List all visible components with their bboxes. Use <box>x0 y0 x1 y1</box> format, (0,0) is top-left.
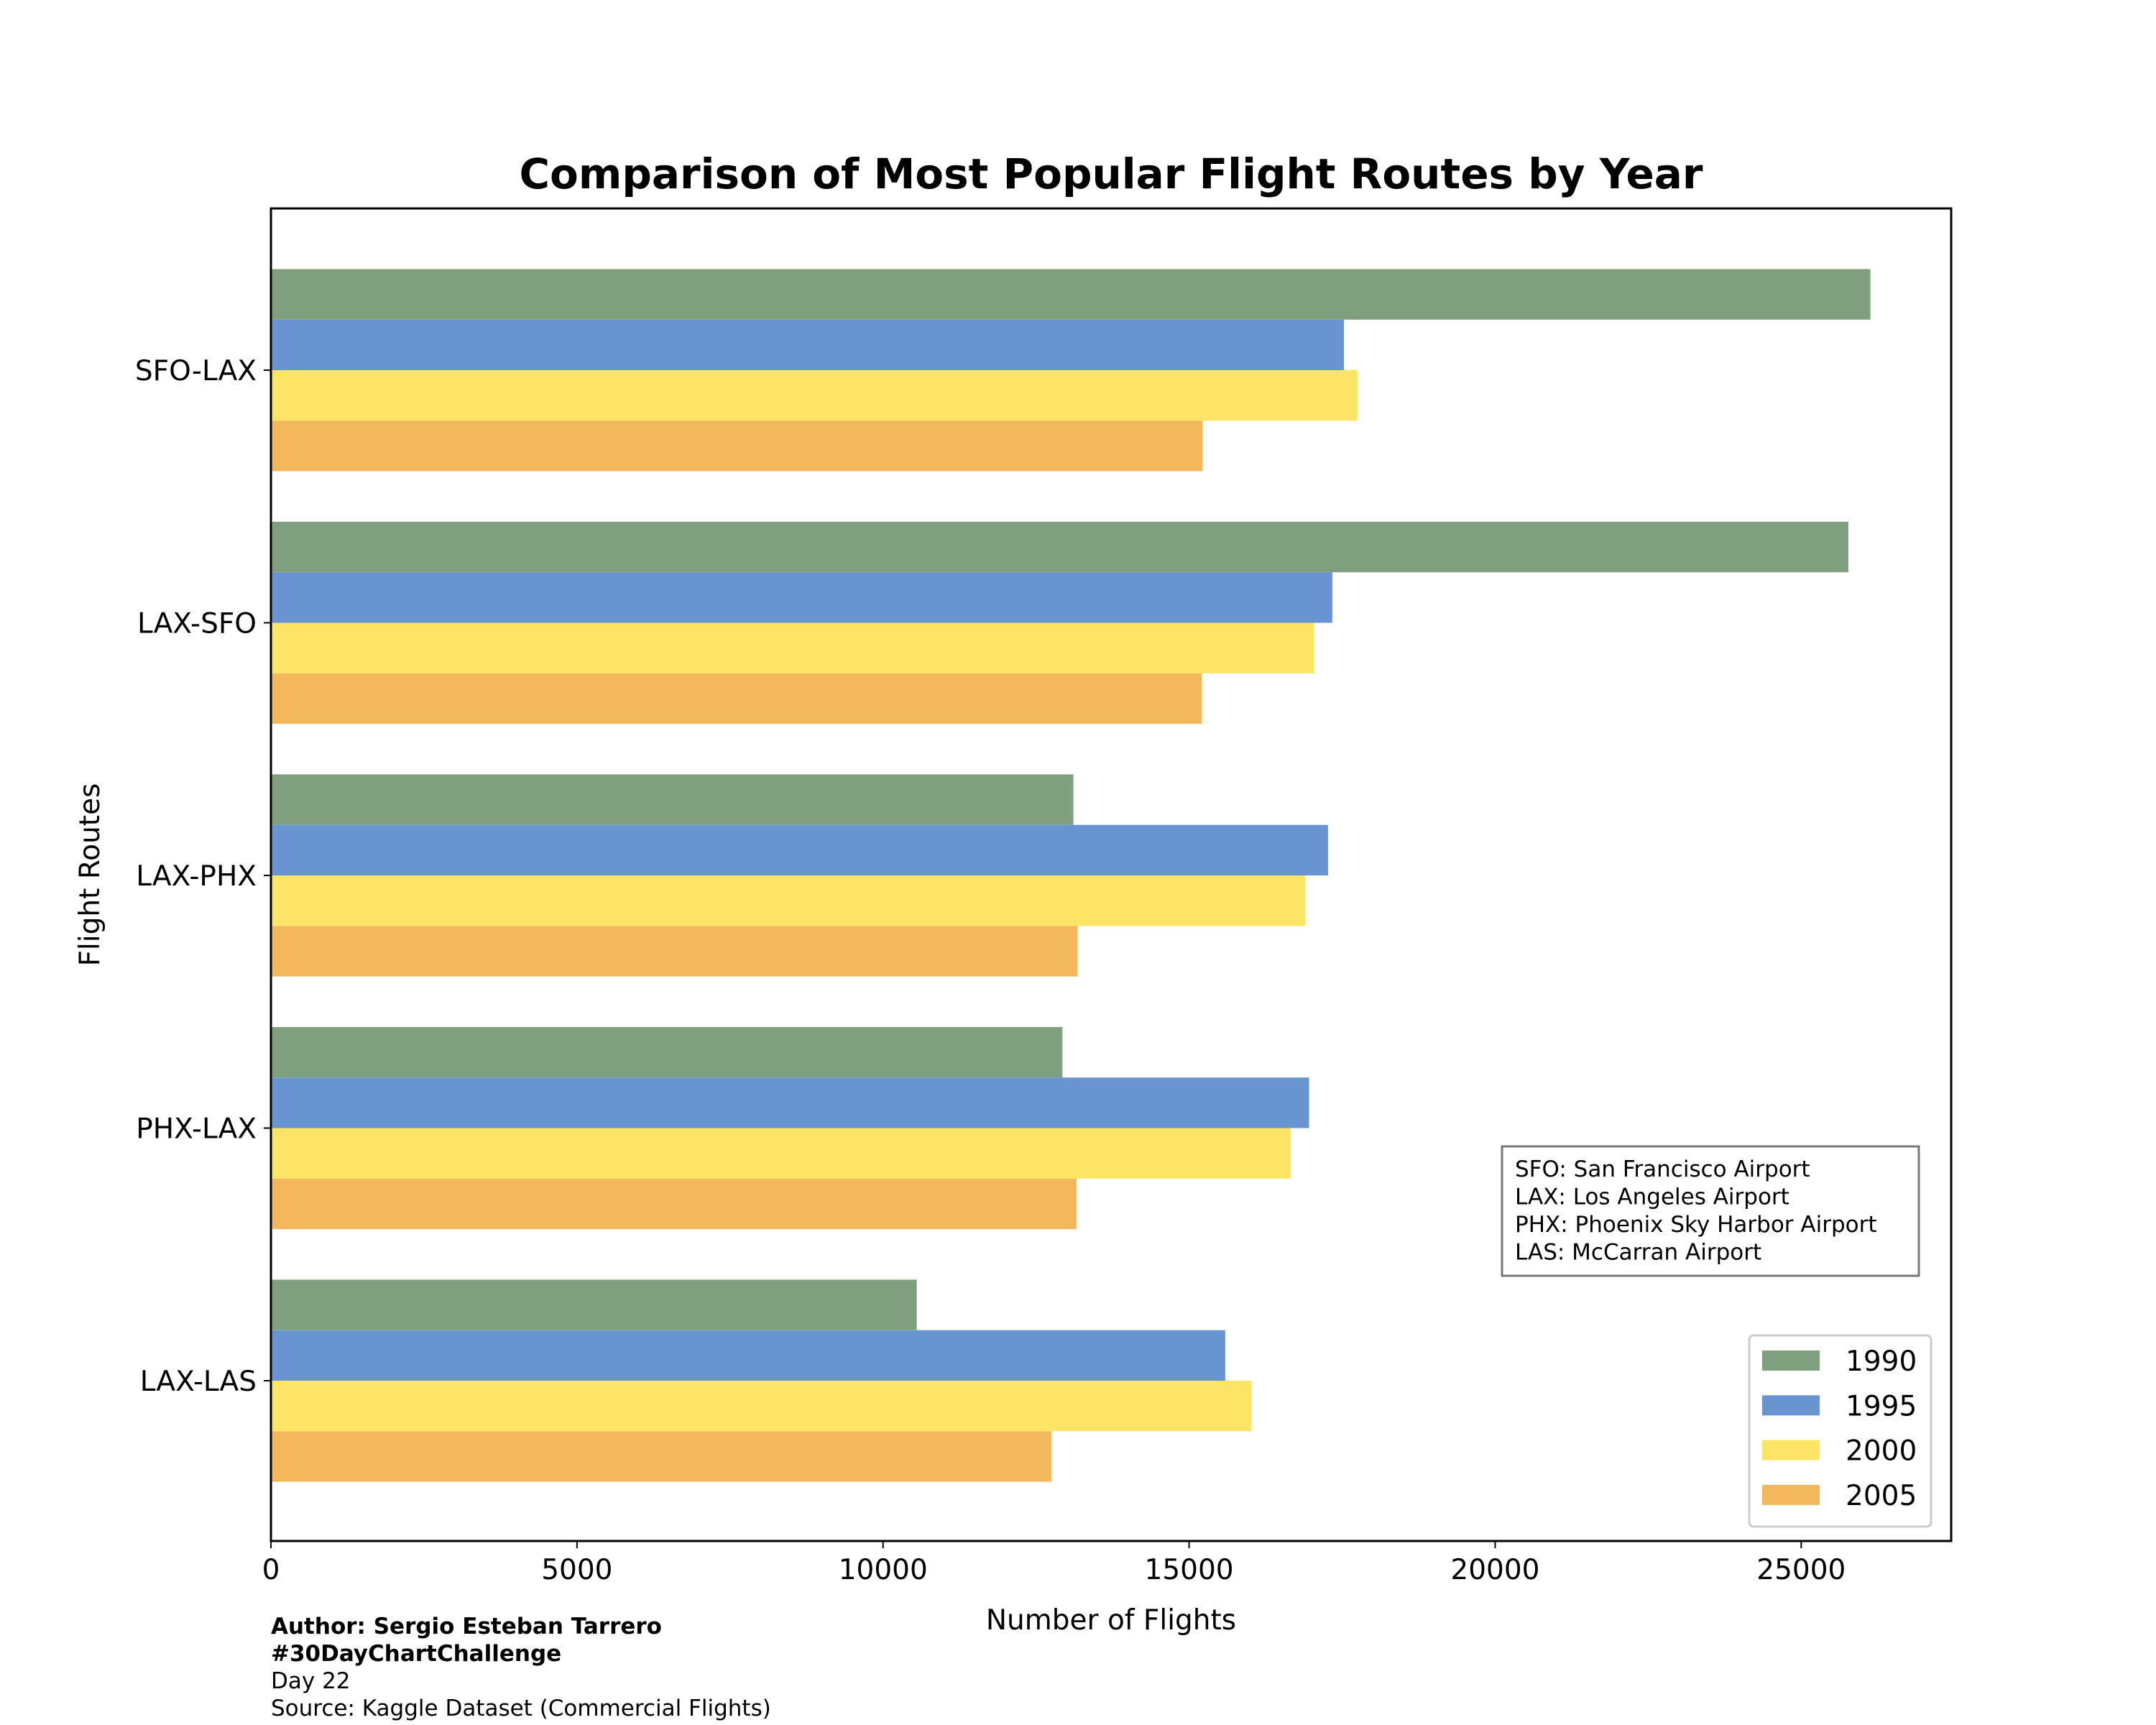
bar-phx-lax-2005 <box>271 1178 1077 1230</box>
y-tick-label: LAX-SFO <box>137 608 257 640</box>
legend-swatch-2005 <box>1762 1484 1820 1505</box>
annotation-line: SFO: San Francisco Airport <box>1515 1156 1810 1182</box>
bar-sfo-lax-2000 <box>271 370 1358 421</box>
bar-lax-sfo-2000 <box>271 622 1314 673</box>
y-axis-ticks: SFO-LAX LAX-SFO LAX-PHX PHX-LAX LAX-LAS <box>135 355 271 1398</box>
legend-label-1995: 1995 <box>1846 1390 1917 1422</box>
y-tick-label: LAX-PHX <box>136 860 257 893</box>
legend-frame <box>1748 1334 1932 1528</box>
bar-phx-lax-1995 <box>271 1077 1309 1128</box>
legend-swatch-1990 <box>1762 1351 1820 1371</box>
bar-lax-sfo-1995 <box>271 572 1332 623</box>
bar-sfo-lax-2005 <box>271 420 1203 472</box>
legend: 1990 1995 2000 2005 <box>1748 1334 1932 1528</box>
y-axis-label: Flight Routes <box>74 783 106 967</box>
y-tick-label: PHX-LAX <box>136 1113 257 1146</box>
bar-lax-phx-2000 <box>271 875 1306 926</box>
plot-frame <box>270 207 1953 1542</box>
x-axis-ticks: 0 5000 10000 15000 20000 25000 <box>262 1541 1846 1586</box>
bar-lax-phx-1995 <box>271 824 1328 875</box>
annotation-line: PHX: Phoenix Sky Harbor Airport <box>1515 1212 1877 1238</box>
legend-swatch-2000 <box>1762 1440 1820 1460</box>
credit-author: Author: Sergio Esteban Tarrero <box>271 1614 662 1639</box>
credit-hashtag: #30DayChartChallenge <box>271 1641 562 1667</box>
x-tick-label: 0 <box>262 1554 280 1586</box>
bar-phx-lax-2000 <box>271 1128 1291 1179</box>
bar-lax-phx-2005 <box>271 926 1078 977</box>
x-tick-label: 25000 <box>1756 1554 1846 1586</box>
bars-group <box>271 269 1871 1482</box>
y-tick-label: SFO-LAX <box>135 355 257 387</box>
chart-title: Comparison of Most Popular Flight Routes… <box>519 150 1703 198</box>
bar-lax-sfo-1990 <box>271 521 1848 573</box>
legend-label-1990: 1990 <box>1846 1346 1917 1378</box>
bar-phx-lax-1990 <box>271 1026 1063 1078</box>
legend-swatch-1995 <box>1762 1395 1820 1416</box>
x-tick-label: 15000 <box>1145 1554 1234 1586</box>
bar-lax-phx-1990 <box>271 774 1074 825</box>
y-tick-label: LAX-LAS <box>140 1366 257 1398</box>
annotation-frame <box>1501 1145 1920 1277</box>
x-tick-label: 5000 <box>541 1554 612 1586</box>
annotation-line: LAX: Los Angeles Airport <box>1515 1184 1789 1210</box>
x-axis-label: Number of Flights <box>986 1604 1236 1637</box>
credit-day: Day 22 <box>271 1668 351 1694</box>
bar-lax-las-2005 <box>271 1431 1051 1482</box>
annotation-line: LAS: McCarran Airport <box>1515 1240 1761 1266</box>
bar-sfo-lax-1995 <box>271 319 1345 370</box>
bar-sfo-lax-1990 <box>271 269 1871 320</box>
bar-lax-las-2000 <box>271 1381 1252 1432</box>
legend-label-2005: 2005 <box>1846 1480 1917 1512</box>
bar-lax-las-1995 <box>271 1330 1225 1381</box>
bar-lax-las-1990 <box>271 1279 917 1330</box>
x-tick-label: 20000 <box>1450 1554 1539 1586</box>
x-tick-label: 10000 <box>839 1554 928 1586</box>
bar-lax-sfo-2005 <box>271 673 1202 724</box>
credit-source: Source: Kaggle Dataset (Commercial Fligh… <box>271 1696 771 1721</box>
legend-label-2000: 2000 <box>1846 1435 1917 1468</box>
